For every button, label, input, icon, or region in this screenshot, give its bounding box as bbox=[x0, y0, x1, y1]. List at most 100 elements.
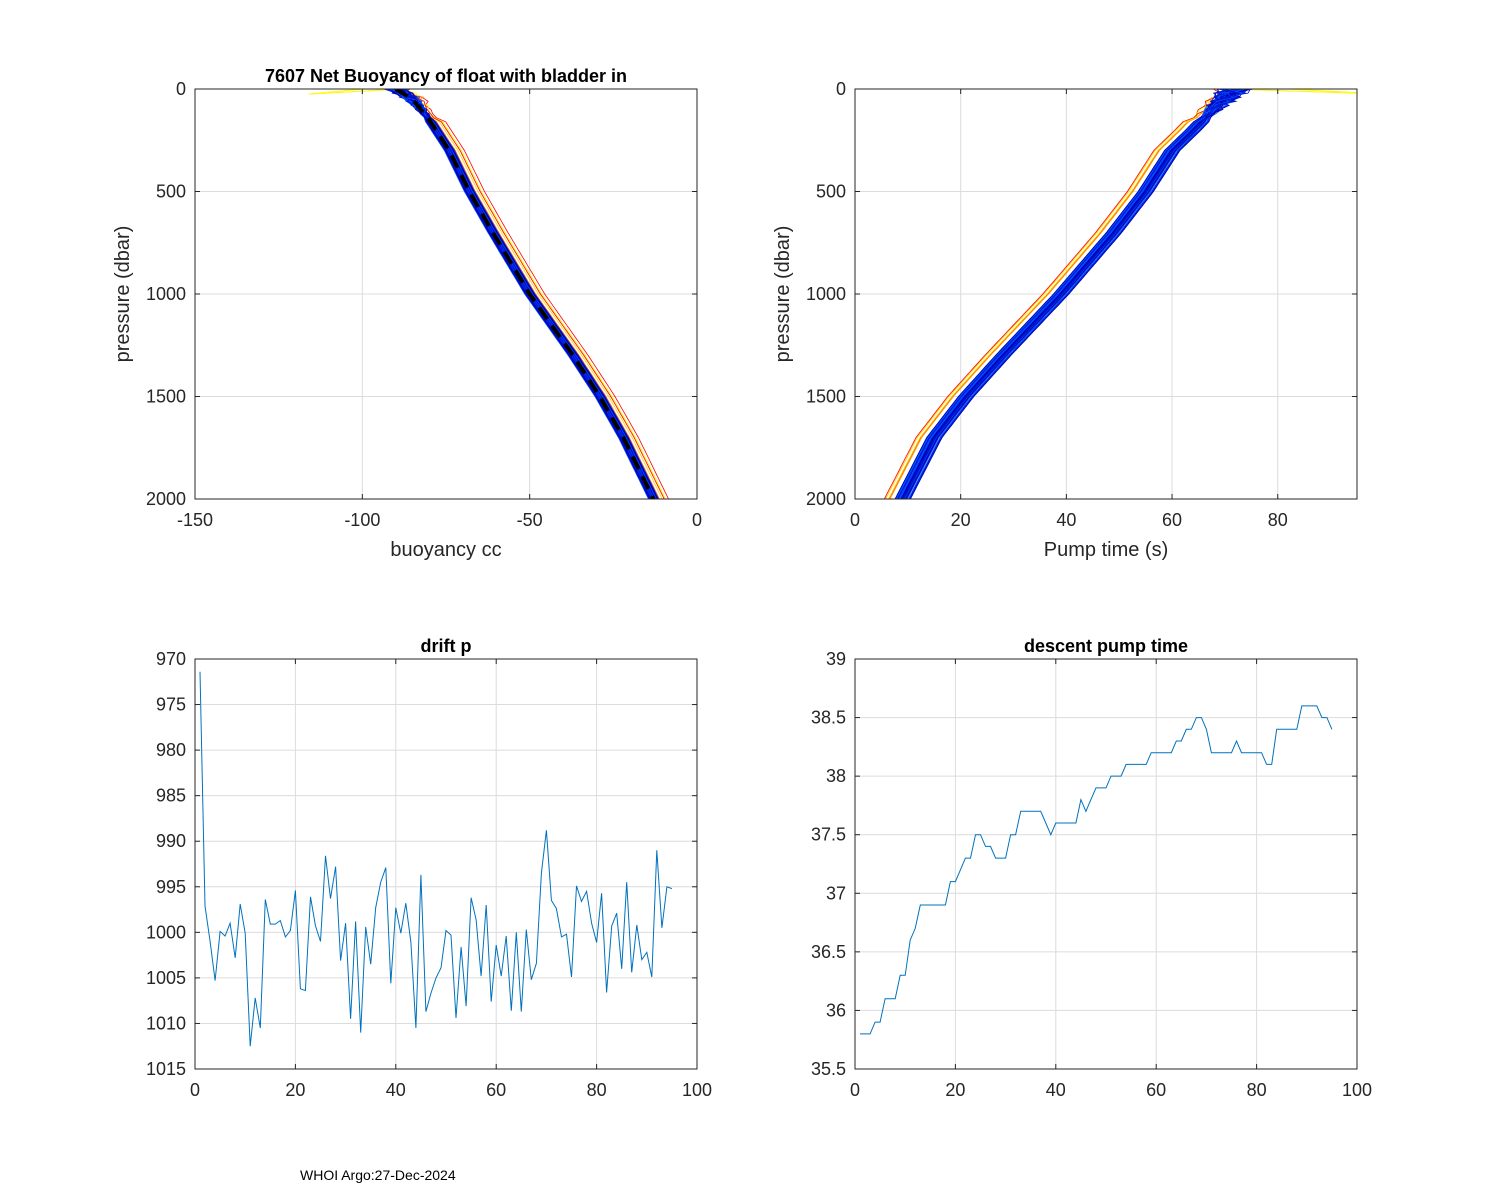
profile-line bbox=[888, 89, 1244, 499]
profile-line bbox=[403, 89, 657, 499]
x-tick-label: 60 bbox=[486, 1080, 506, 1100]
x-tick-label: 100 bbox=[682, 1080, 712, 1100]
profile-line bbox=[888, 89, 1357, 499]
y-tick-label: 995 bbox=[156, 877, 186, 897]
chart-pump: 0 20 40 60 80 0 500 1000 1500 2000 Pump time (s) pr… bbox=[772, 79, 1358, 561]
y-tick-label: 35.5 bbox=[811, 1059, 846, 1079]
series-line bbox=[199, 671, 673, 1047]
data-layer bbox=[860, 705, 1333, 1035]
y-tick-label: 36.5 bbox=[811, 942, 846, 962]
y-tick-label: 2000 bbox=[146, 489, 186, 509]
x-axis-label: buoyancy cc bbox=[390, 539, 501, 561]
profile-line bbox=[308, 89, 666, 499]
x-tick-label: 0 bbox=[850, 510, 860, 530]
y-tick-label: 1010 bbox=[146, 1013, 186, 1033]
y-tick-label: 985 bbox=[156, 786, 186, 806]
y-tick-label: 980 bbox=[156, 740, 186, 760]
x-axis-label: Pump time (s) bbox=[1044, 539, 1168, 561]
y-tick-label: 0 bbox=[176, 79, 186, 99]
profile-line bbox=[885, 89, 1357, 499]
mean-profile-line bbox=[394, 89, 656, 499]
y-tick-label: 0 bbox=[836, 79, 846, 99]
x-tick-label: -50 bbox=[517, 510, 543, 530]
y-tick-label: 38.5 bbox=[811, 708, 846, 728]
y-tick-label: 500 bbox=[816, 182, 846, 202]
y-tick-label: 970 bbox=[156, 649, 186, 669]
axes-box bbox=[854, 658, 1358, 1070]
profile-line bbox=[908, 89, 1238, 499]
profile-line bbox=[904, 89, 1243, 499]
profile-line bbox=[308, 89, 663, 499]
profile-line bbox=[391, 89, 649, 499]
chart-drift: 0 20 40 60 80 100 970 975 980 985 990 995 1000 1005 10… bbox=[146, 636, 712, 1100]
profile-line bbox=[394, 89, 665, 499]
data-layer bbox=[199, 671, 673, 1047]
x-tick-label: 20 bbox=[285, 1080, 305, 1100]
x-tick-label: 0 bbox=[190, 1080, 200, 1100]
x-tick-label: 60 bbox=[1162, 510, 1182, 530]
x-tick-label: -100 bbox=[344, 510, 380, 530]
profile-line bbox=[901, 89, 1231, 499]
plot-area bbox=[195, 659, 697, 1069]
y-tick-label: 1500 bbox=[146, 387, 186, 407]
profile-line bbox=[902, 89, 1245, 499]
x-tick-label: 0 bbox=[692, 510, 702, 530]
y-tick-label: 1005 bbox=[146, 968, 186, 988]
profile-line bbox=[909, 89, 1251, 499]
x-tick-label: 20 bbox=[945, 1080, 965, 1100]
profile-line bbox=[889, 89, 1242, 499]
data-layer bbox=[883, 89, 1357, 499]
plot-area bbox=[855, 659, 1357, 1069]
chart-descent: 0 20 40 60 80 100 35.5 36 36.5 37 37.5 38 38.5 39 desc… bbox=[811, 636, 1372, 1100]
profile-line bbox=[903, 89, 1251, 499]
profile-line bbox=[910, 89, 1250, 499]
x-tick-label: 20 bbox=[951, 510, 971, 530]
profile-line bbox=[391, 89, 660, 499]
x-tick-label: 40 bbox=[1056, 510, 1076, 530]
data-layer bbox=[308, 89, 669, 499]
x-tick-label: 40 bbox=[1046, 1080, 1066, 1100]
profile-line bbox=[898, 89, 1232, 499]
y-tick-label: 39 bbox=[826, 649, 846, 669]
chart-title: descent pump time bbox=[1024, 636, 1188, 656]
profile-line bbox=[903, 89, 1237, 499]
y-tick-label: 1000 bbox=[146, 922, 186, 942]
y-tick-label: 37 bbox=[826, 883, 846, 903]
x-tick-label: 80 bbox=[587, 1080, 607, 1100]
profile-line bbox=[397, 89, 658, 499]
x-tick-label: 0 bbox=[850, 1080, 860, 1100]
profile-line bbox=[883, 89, 1234, 499]
profile-line bbox=[896, 89, 1227, 499]
x-tick-label: 80 bbox=[1268, 510, 1288, 530]
y-tick-label: 37.5 bbox=[811, 825, 846, 845]
profile-line bbox=[894, 89, 1241, 499]
series-line bbox=[860, 705, 1333, 1035]
profile-line bbox=[897, 89, 1232, 499]
y-tick-label: 975 bbox=[156, 695, 186, 715]
profile-line bbox=[905, 89, 1241, 499]
y-tick-label: 1015 bbox=[146, 1059, 186, 1079]
profile-line bbox=[895, 89, 1246, 499]
chart-title: 7607 Net Buoyancy of float with bladder … bbox=[265, 66, 627, 86]
y-tick-label: 36 bbox=[826, 1000, 846, 1020]
chart-title: drift p bbox=[421, 636, 472, 656]
x-tick-label: 100 bbox=[1342, 1080, 1372, 1100]
y-axis-label: pressure (dbar) bbox=[112, 226, 134, 363]
profile-line bbox=[906, 89, 1249, 499]
y-tick-label: 1000 bbox=[146, 284, 186, 304]
profile-line bbox=[395, 89, 659, 499]
profile-line bbox=[402, 89, 669, 499]
footer-text: WHOI Argo:27-Dec-2024 bbox=[300, 1167, 456, 1183]
profile-line bbox=[899, 89, 1244, 499]
x-tick-label: 60 bbox=[1146, 1080, 1166, 1100]
y-tick-label: 500 bbox=[156, 182, 186, 202]
profile-line bbox=[898, 89, 1239, 499]
y-axis-label: pressure (dbar) bbox=[772, 226, 794, 363]
axes-box bbox=[194, 658, 698, 1070]
profile-line bbox=[393, 89, 650, 499]
y-tick-label: 2000 bbox=[806, 489, 846, 509]
y-tick-label: 990 bbox=[156, 831, 186, 851]
x-tick-label: -150 bbox=[177, 510, 213, 530]
x-tick-label: 40 bbox=[386, 1080, 406, 1100]
